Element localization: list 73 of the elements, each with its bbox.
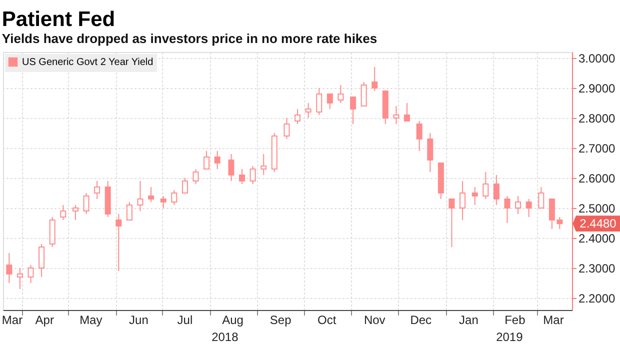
candlestick: [148, 186, 154, 202]
y-tick-label: 2.8000: [578, 112, 616, 126]
y-tick-label: 2.6000: [578, 172, 616, 186]
candlestick: [326, 94, 333, 110]
candlestick: [160, 196, 166, 208]
x-tick-label: Jul: [177, 313, 193, 327]
x-tick-label: Apr: [35, 313, 54, 327]
candlestick: [360, 82, 367, 106]
x-tick-label: Nov: [364, 313, 386, 327]
candlestick: [6, 252, 12, 284]
candlestick: [83, 192, 90, 214]
candlestick: [284, 118, 290, 140]
candlestick: [126, 202, 132, 220]
candlestick: [38, 244, 45, 278]
candlestick: [228, 154, 234, 182]
y-tick-label: 2.7000: [578, 142, 616, 156]
text: 2.4480: [580, 216, 617, 231]
candlestick: [294, 108, 301, 124]
candlestick: [214, 150, 220, 170]
x-tick-label: Mar: [543, 313, 564, 327]
candlestick: [404, 102, 410, 122]
candlestick: [192, 168, 199, 184]
candlestick: [472, 186, 478, 206]
candlestick: [28, 264, 34, 284]
candlestick: [204, 150, 210, 170]
legend-label: US Generic Govt 2 Year Yield: [22, 57, 154, 68]
candlestick: [60, 204, 66, 220]
candlestick: [504, 196, 510, 224]
y-tick-label: 2.3000: [578, 262, 616, 276]
candlestick: [116, 214, 122, 272]
candlestick: [350, 96, 356, 124]
candlestick: [482, 172, 489, 200]
x-tick-label: Jun: [129, 313, 148, 327]
candlestick: [250, 166, 256, 184]
candlestick: [16, 268, 23, 290]
chart-title: Patient Fed: [2, 8, 116, 31]
candlestick: [182, 178, 188, 194]
x-tick-label: Mar: [2, 313, 23, 327]
x-tick-label: Dec: [410, 313, 432, 327]
x-tick-label: Feb: [504, 313, 526, 327]
candlestick: [239, 168, 246, 184]
candlestick: [137, 180, 144, 212]
candlestick: [305, 102, 312, 118]
candlestick: [427, 132, 434, 172]
candlestick: [94, 180, 100, 200]
y-tick-label: 3.0000: [578, 52, 616, 66]
y-tick-label: 2.5000: [578, 202, 616, 216]
x-tick-label: Aug: [222, 313, 244, 327]
y-tick-label: 2.9000: [578, 82, 616, 96]
candlestick: [393, 106, 400, 124]
candlestick: [338, 84, 344, 104]
candlestick: [448, 198, 455, 248]
candlestick: [538, 186, 544, 208]
candlestick: [515, 196, 522, 214]
candlestick: [372, 66, 378, 92]
x-tick-label: Oct: [317, 313, 337, 327]
text: 2019: [496, 330, 524, 344]
chart-subtitle: Yields have dropped as investors price in no more rate hikes: [2, 31, 378, 46]
y-tick-label: 2.2000: [578, 292, 616, 306]
candlestick: [260, 154, 267, 176]
x-tick-label: Sep: [270, 313, 292, 327]
x-tick-label: Jan: [459, 313, 478, 327]
candlestick: [416, 120, 422, 152]
candlestick: [460, 180, 466, 220]
text: 2018: [212, 330, 239, 344]
candlestick: [316, 88, 322, 116]
candlestick: [171, 190, 178, 206]
candlestick: [72, 204, 78, 220]
x-tick-label: May: [80, 313, 102, 327]
candlestick: [493, 174, 500, 206]
candlestick: [526, 198, 532, 218]
candlestick: [49, 216, 56, 248]
y-tick-label: 2.4000: [578, 232, 616, 246]
